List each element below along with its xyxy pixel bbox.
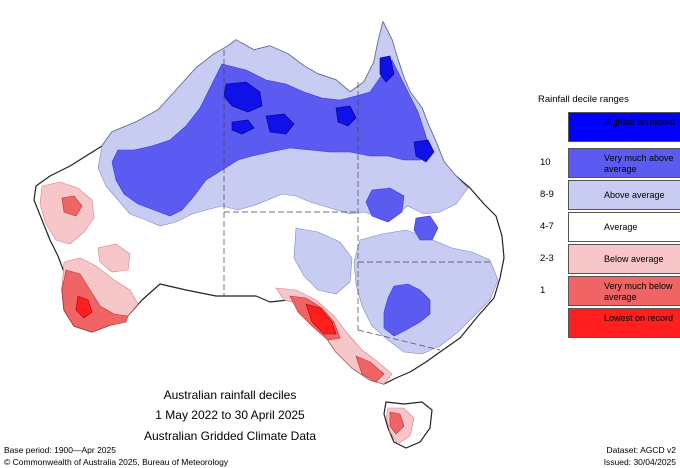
above-average-region-southeast — [293, 227, 353, 295]
legend-swatch-lowest: Lowest on record — [568, 308, 680, 338]
very-much-above-average-region-north — [111, 59, 431, 217]
legend-swatch-below: Below average — [568, 244, 680, 274]
very-much-below-average-region-west — [61, 195, 83, 217]
legend-num: 10 — [540, 157, 551, 168]
highest-on-record-patch-3 — [231, 119, 255, 135]
dataset-label: Dataset: AGCD v2 — [606, 445, 676, 455]
base-period-label: Base period: 1900—Apr 2025 — [4, 445, 116, 455]
very-much-above-average-region-qld2 — [413, 215, 439, 241]
legend-num: 1 — [540, 285, 546, 296]
legend-label: Above average — [604, 190, 665, 200]
highest-on-record-patch-2 — [265, 113, 295, 135]
legend-row-average: 4-7 Average — [538, 212, 680, 242]
legend-row-lowest: Lowest on record — [538, 308, 680, 338]
highest-on-record-patch-1 — [223, 81, 263, 113]
very-much-below-average-region-sw — [61, 269, 129, 333]
legend-swatch-very-much-above: Very much above average — [568, 148, 680, 178]
copyright-label: © Commonwealth of Australia 2025, Bureau… — [4, 457, 229, 467]
issued-label: Issued: 30/04/2025 — [603, 457, 676, 467]
below-average-region-gascoyne — [97, 243, 131, 273]
map-source: Australian Gridded Climate Data — [143, 429, 317, 443]
tasmania-very-much-below — [389, 411, 405, 435]
legend-row-very-much-below: 1 Very much below average — [538, 276, 680, 306]
legend-row-below: 2-3 Below average — [538, 244, 680, 274]
lowest-on-record-region-sw — [75, 295, 93, 319]
very-much-below-average-region-vic — [355, 355, 385, 383]
legend-swatch-average: Average — [568, 212, 680, 242]
highest-on-record-patch-6 — [413, 139, 435, 163]
legend-swatch-highest: Highest on record — [568, 112, 680, 142]
legend-label: Highest on record — [604, 117, 676, 127]
state-borders — [223, 50, 492, 351]
very-much-above-average-region-east — [383, 283, 431, 337]
legend-label: Below average — [604, 254, 664, 264]
legend-title: Rainfall decile ranges — [538, 94, 629, 105]
legend-row-above: 8-9 Above average — [538, 180, 680, 210]
legend-label: Lowest on record — [604, 313, 674, 323]
very-much-above-average-region-qld — [365, 187, 405, 223]
legend-num: 4-7 — [540, 221, 554, 232]
legend-row-very-much-above: 10 Very much above average — [538, 148, 680, 178]
highest-on-record-patch-5 — [379, 55, 395, 83]
map-period: 1 May 2022 to 30 April 2025 — [155, 408, 305, 422]
highest-on-record-patch-4 — [335, 105, 357, 127]
legend-num: 2-3 — [540, 253, 554, 264]
legend-row-highest: Highest on record — [538, 112, 680, 142]
legend-label: Very much above average — [604, 153, 674, 174]
legend-label: Average — [604, 222, 638, 232]
legend-swatch-very-much-below: Very much below average — [568, 276, 680, 306]
legend-swatch-above: Above average — [568, 180, 680, 210]
legend-num: 8-9 — [540, 189, 554, 200]
map-title: Australian rainfall deciles — [163, 388, 297, 402]
legend-label: Very much below average — [604, 281, 673, 302]
lowest-on-record-region-sa — [305, 303, 337, 335]
